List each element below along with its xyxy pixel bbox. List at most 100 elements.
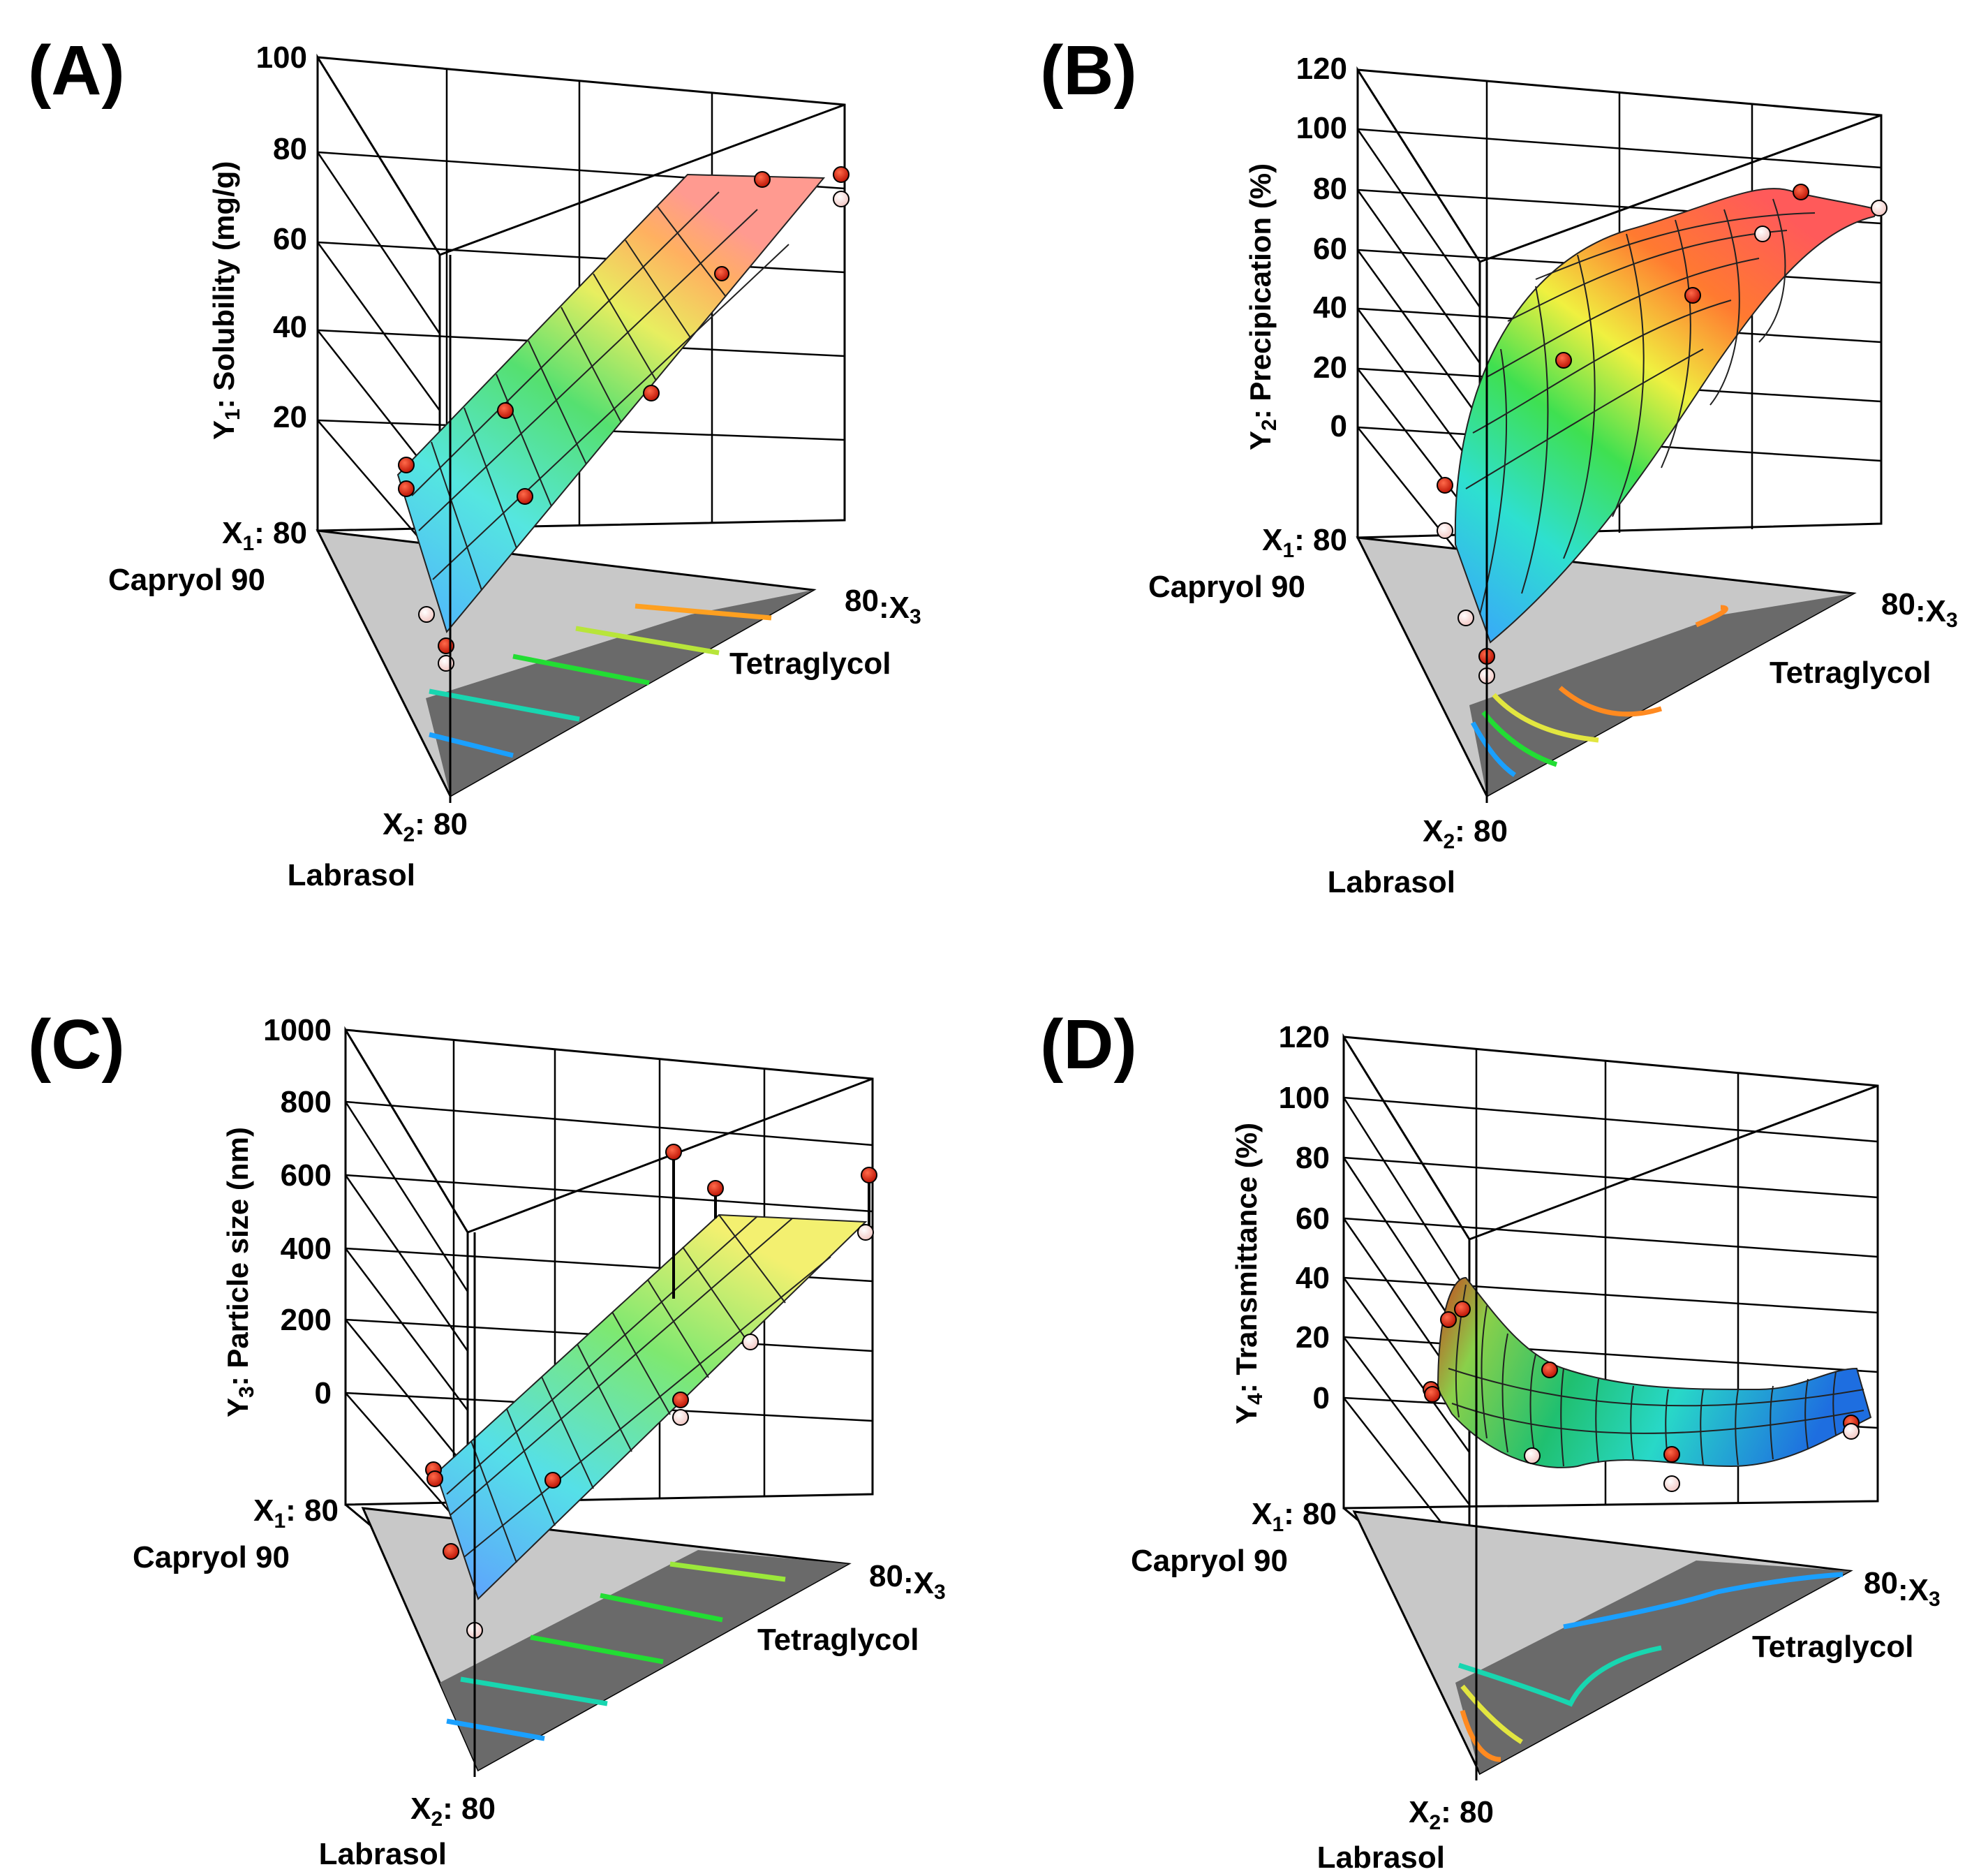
svg-text:0: 0 <box>1313 1381 1330 1415</box>
z-axis-title: Y2: Precipication (%) <box>1244 163 1281 450</box>
data-point <box>1424 1386 1441 1403</box>
response-surface <box>1437 1276 1872 1468</box>
data-point <box>665 1144 682 1160</box>
corner-x2-name: Labrasol <box>1317 1840 1445 1874</box>
data-point <box>1555 352 1572 369</box>
corner-x2-label: X2: 80 <box>1423 814 1508 853</box>
contour-lines <box>1457 1572 1844 1762</box>
svg-text:80: 80 <box>1296 1141 1330 1175</box>
z-axis-ticks: 100 80 60 40 20 <box>256 40 307 434</box>
svg-text:20: 20 <box>273 400 307 434</box>
svg-text:200: 200 <box>281 1303 332 1337</box>
data-point <box>672 1409 689 1426</box>
data-point <box>1541 1362 1558 1378</box>
data-point <box>1684 287 1701 304</box>
svg-text:400: 400 <box>281 1232 332 1266</box>
data-point <box>861 1167 877 1183</box>
corner-x1-name: Capryol 90 <box>133 1540 290 1574</box>
corner-x3-label: 80:X3 <box>1881 587 1958 632</box>
panel-label: (D) <box>1040 1005 1137 1084</box>
floor-dark <box>1455 1561 1850 1773</box>
svg-text:40: 40 <box>1313 290 1347 325</box>
data-point <box>443 1543 459 1560</box>
svg-text:100: 100 <box>1296 111 1347 145</box>
z-axis-ticks: 120 100 80 60 40 20 0 <box>1296 52 1347 443</box>
svg-text:0: 0 <box>1330 409 1347 443</box>
data-point <box>672 1392 689 1408</box>
contour-lines <box>1470 605 1728 777</box>
svg-text:800: 800 <box>281 1085 332 1119</box>
svg-text:0: 0 <box>315 1376 332 1410</box>
corner-x1-label: X1: 80 <box>1262 523 1347 562</box>
svg-text:40: 40 <box>273 310 307 344</box>
contour-lines <box>446 1561 786 1741</box>
data-point <box>1437 477 1453 494</box>
corner-x3-label: 80:X3 <box>869 1559 946 1604</box>
svg-text:60: 60 <box>1296 1202 1330 1236</box>
data-point <box>1843 1423 1860 1440</box>
svg-text:120: 120 <box>1279 1020 1330 1054</box>
z-axis-ticks: 120 100 80 60 40 20 0 <box>1279 1020 1330 1415</box>
contour-lines <box>429 603 772 758</box>
corner-x2-name: Labrasol <box>1328 865 1455 899</box>
corner-x3-name: Tetraglycol <box>729 647 891 681</box>
svg-text:80: 80 <box>1313 172 1347 206</box>
data-point <box>1754 226 1771 242</box>
data-point <box>643 385 660 401</box>
panel-label: (A) <box>28 31 125 110</box>
data-point <box>833 191 850 207</box>
svg-text:80: 80 <box>273 132 307 166</box>
corner-x3-name: Tetraglycol <box>1770 656 1931 690</box>
panel-b: (B) <box>1040 31 1958 899</box>
panel-d: (D) <box>1040 1005 1941 1874</box>
corner-x2-label: X2: 80 <box>1409 1795 1494 1834</box>
data-point <box>398 457 415 473</box>
data-point <box>426 1470 443 1487</box>
corner-x3-name: Tetraglycol <box>757 1623 919 1657</box>
svg-text:1000: 1000 <box>263 1013 332 1047</box>
surface-mesh <box>446 1214 831 1563</box>
svg-text:60: 60 <box>273 222 307 256</box>
corner-x1-label: X1: 80 <box>1252 1497 1337 1536</box>
corner-x1-name: Capryol 90 <box>1148 570 1305 604</box>
data-point <box>398 480 415 497</box>
panel-label: (C) <box>28 1005 125 1084</box>
data-point <box>438 655 454 672</box>
data-point <box>857 1224 874 1241</box>
svg-text:600: 600 <box>281 1158 332 1193</box>
z-axis-title: Y1: Solubility (mg/g) <box>207 161 244 440</box>
z-axis-ticks: 1000 800 600 400 200 0 <box>263 1013 332 1410</box>
svg-text:20: 20 <box>1313 351 1347 385</box>
corner-x2-name: Labrasol <box>319 1837 447 1871</box>
z-axis-title: Y3: Particle size (nm) <box>221 1127 258 1417</box>
corner-x3-label: 80:X3 <box>845 584 921 628</box>
data-point <box>517 488 533 505</box>
corner-x2-label: X2: 80 <box>383 807 468 846</box>
corner-x1-label: X1: 80 <box>222 516 307 555</box>
panel-label: (B) <box>1040 31 1137 110</box>
corner-x1-label: X1: 80 <box>253 1493 339 1533</box>
data-point <box>714 266 729 281</box>
data-point <box>1457 610 1474 626</box>
surface-mesh <box>1448 1284 1864 1467</box>
data-point <box>1663 1475 1680 1492</box>
corner-x1-name: Capryol 90 <box>108 563 265 597</box>
corner-x2-name: Labrasol <box>288 858 415 892</box>
surface-mesh <box>411 191 789 591</box>
data-point <box>833 166 850 183</box>
data-point <box>742 1334 759 1350</box>
corner-x1-name: Capryol 90 <box>1131 1544 1288 1578</box>
panel-c: (C) <box>28 1005 946 1871</box>
corner-x3-label: 80:X3 <box>1864 1566 1941 1611</box>
response-surface <box>1454 188 1879 644</box>
data-point <box>754 171 771 188</box>
data-points <box>1423 1301 1860 1492</box>
data-point <box>1871 200 1887 216</box>
data-point <box>497 402 514 419</box>
svg-text:100: 100 <box>256 40 307 75</box>
floor-dark <box>426 590 813 796</box>
data-point <box>438 637 454 654</box>
z-axis-title: Y4: Transmittance (%) <box>1230 1123 1267 1424</box>
svg-text:120: 120 <box>1296 52 1347 86</box>
